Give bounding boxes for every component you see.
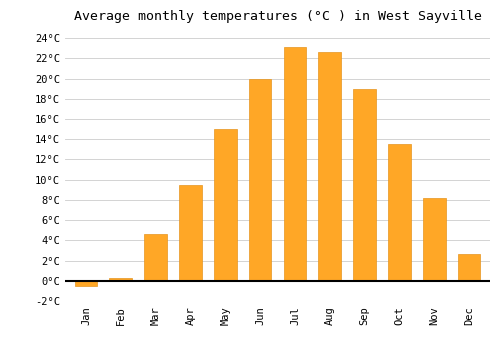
Bar	[74, 281, 97, 286]
Bar	[110, 278, 132, 281]
Title: Average monthly temperatures (°C ) in West Sayville: Average monthly temperatures (°C ) in We…	[74, 10, 482, 23]
Bar	[179, 185, 202, 281]
Bar	[249, 78, 272, 281]
Bar	[318, 52, 341, 281]
Bar	[214, 129, 236, 281]
Bar	[354, 89, 376, 281]
Bar	[284, 47, 306, 281]
Bar	[423, 198, 446, 281]
Bar	[388, 144, 410, 281]
Bar	[144, 234, 167, 281]
Bar	[458, 254, 480, 281]
